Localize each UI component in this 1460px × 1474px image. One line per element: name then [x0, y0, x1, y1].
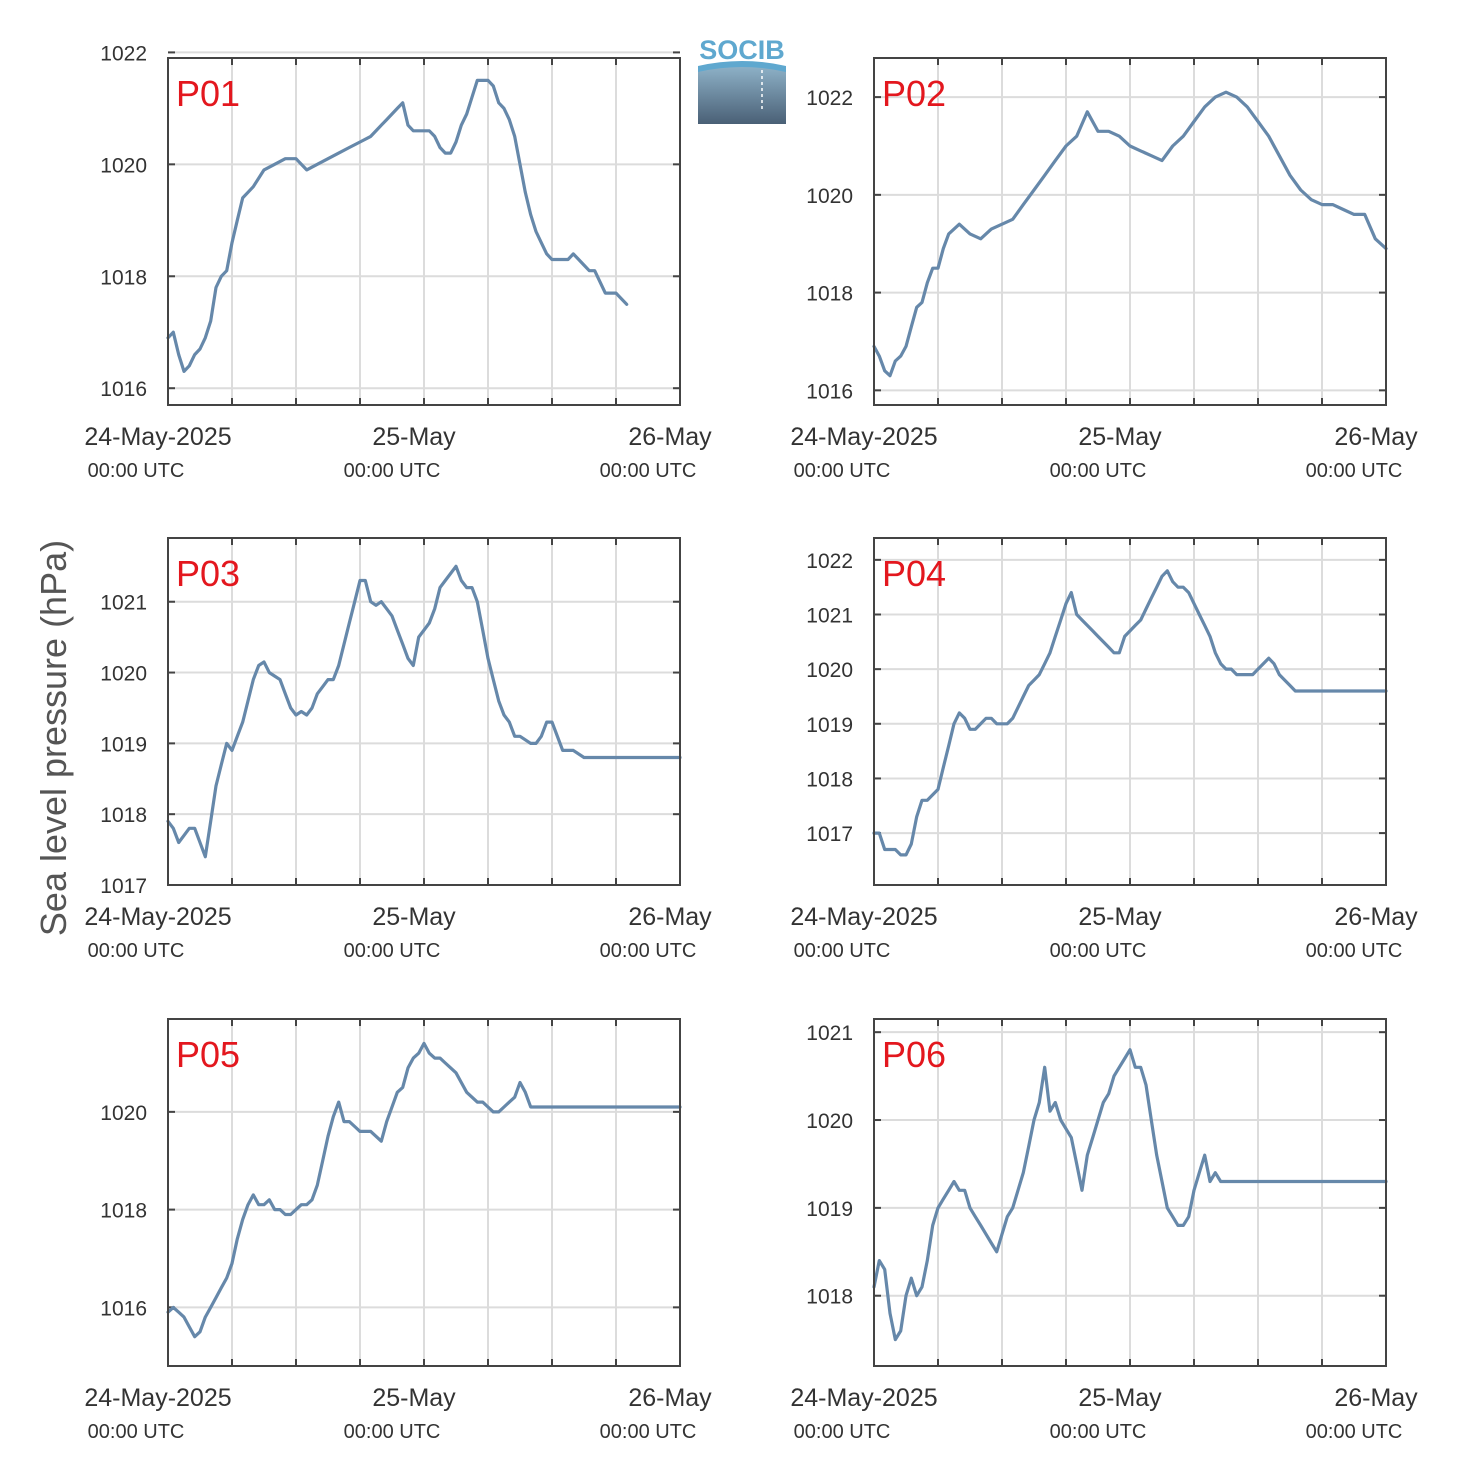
x-tick-label: 26-May	[1334, 1384, 1418, 1412]
series-line-p03	[166, 564, 682, 859]
y-tick-label: 1016	[100, 378, 147, 401]
x-tick-sublabel: 00:00 UTC	[344, 1421, 441, 1443]
panel-p05: 1016 1018 1020 24-May-2025 00:00 UTC 25-May 00…	[84, 1018, 712, 1443]
y-tick-label: 1018	[100, 1200, 147, 1223]
x-tick-sublabel: 00:00 UTC	[1306, 1421, 1403, 1443]
y-tick-label: 1021	[806, 605, 853, 628]
plot-frame	[873, 537, 1387, 886]
y-tick-label: 1020	[806, 659, 853, 682]
y-tick-label: 1018	[100, 266, 147, 289]
y-tick-label: 1021	[100, 592, 147, 615]
panel-p06: 1018 1019 1020 1021 24-May-2025 00:00 UTC 25-M…	[790, 1018, 1418, 1443]
y-tick-label: 1022	[100, 42, 147, 65]
panel-p04: 1017 1018 1019 1020 1021 1022 24-May-2025 00:00…	[790, 537, 1418, 962]
y-tick-label: 1016	[100, 1297, 147, 1320]
y-tick-label: 1019	[806, 1198, 853, 1221]
x-tick-label: 26-May	[1334, 903, 1418, 931]
x-tick-label: 26-May	[1334, 423, 1418, 451]
y-tick-label: 1020	[100, 154, 147, 177]
x-tick-label: 26-May	[628, 1384, 712, 1412]
x-tick-label: 24-May-2025	[84, 423, 231, 451]
y-tick-label: 1020	[100, 1102, 147, 1125]
x-tick-label: 25-May	[1078, 1384, 1162, 1412]
x-tick-sublabel: 00:00 UTC	[1306, 940, 1403, 962]
x-tick-label: 26-May	[628, 903, 712, 931]
x-tick-sublabel: 00:00 UTC	[600, 940, 697, 962]
y-tick-label: 1019	[806, 714, 853, 737]
series-line-p04	[872, 569, 1388, 857]
y-tick-label: 1022	[806, 550, 853, 573]
x-tick-sublabel: 00:00 UTC	[794, 940, 891, 962]
panel-label: P05	[176, 1034, 240, 1075]
y-tick-label: 1022	[806, 87, 853, 110]
x-tick-label: 25-May	[372, 1384, 456, 1412]
y-tick-label: 1021	[806, 1022, 853, 1045]
panel-label: P01	[176, 73, 240, 114]
series-line-p06	[872, 1048, 1388, 1342]
y-tick-label: 1018	[806, 768, 853, 791]
series-line-p01	[166, 78, 629, 373]
logo-text: SOCIB	[699, 35, 785, 65]
y-tick-label: 1017	[100, 875, 147, 898]
y-axis-label: Sea level pressure (hPa)	[33, 540, 74, 936]
x-tick-label: 25-May	[1078, 423, 1162, 451]
y-tick-label: 1020	[806, 185, 853, 208]
x-tick-sublabel: 00:00 UTC	[344, 940, 441, 962]
plot-frame	[873, 1018, 1387, 1367]
x-tick-label: 25-May	[372, 903, 456, 931]
panel-label: P06	[882, 1034, 946, 1075]
panel-label: P03	[176, 553, 240, 594]
panel-p02: 1016 1018 1020 1022 24-May-2025 00:00 UTC 25-M…	[790, 57, 1418, 482]
x-tick-sublabel: 00:00 UTC	[794, 1421, 891, 1443]
x-tick-label: 26-May	[628, 423, 712, 451]
y-tick-label: 1018	[806, 1286, 853, 1309]
x-tick-sublabel: 00:00 UTC	[600, 460, 697, 482]
socib-logo: SOCIB	[698, 35, 786, 124]
plot-frame	[167, 57, 681, 406]
series-line-p05	[166, 1041, 682, 1339]
y-tick-label: 1017	[806, 823, 853, 846]
panel-label: P02	[882, 73, 946, 114]
y-tick-label: 1018	[100, 804, 147, 827]
x-tick-sublabel: 00:00 UTC	[1050, 460, 1147, 482]
x-tick-sublabel: 00:00 UTC	[88, 460, 185, 482]
x-tick-label: 24-May-2025	[790, 423, 937, 451]
x-tick-sublabel: 00:00 UTC	[600, 1421, 697, 1443]
x-tick-label: 24-May-2025	[790, 903, 937, 931]
x-tick-label: 25-May	[372, 423, 456, 451]
plot-frame	[167, 537, 681, 886]
x-tick-label: 24-May-2025	[790, 1384, 937, 1412]
plot-frame	[873, 57, 1387, 406]
y-tick-label: 1016	[806, 380, 853, 403]
plot-frame	[167, 1018, 681, 1367]
x-tick-sublabel: 00:00 UTC	[344, 460, 441, 482]
panel-p01: 1016 1018 1020 1022 24-May-2025 00:00 UTC 25-M…	[84, 42, 712, 482]
y-tick-label: 1019	[100, 733, 147, 756]
y-tick-label: 1018	[806, 283, 853, 306]
panel-label: P04	[882, 553, 946, 594]
x-tick-sublabel: 00:00 UTC	[1050, 1421, 1147, 1443]
x-tick-label: 24-May-2025	[84, 903, 231, 931]
panel-p03: 1017 1018 1019 1020 1021 24-May-2025 00:00 UTC…	[84, 537, 712, 962]
series-line-p02	[872, 90, 1388, 378]
x-tick-sublabel: 00:00 UTC	[794, 460, 891, 482]
x-tick-label: 25-May	[1078, 903, 1162, 931]
y-tick-label: 1020	[806, 1110, 853, 1133]
x-tick-sublabel: 00:00 UTC	[88, 1421, 185, 1443]
x-tick-sublabel: 00:00 UTC	[88, 940, 185, 962]
x-tick-label: 24-May-2025	[84, 1384, 231, 1412]
x-tick-sublabel: 00:00 UTC	[1306, 460, 1403, 482]
y-tick-label: 1020	[100, 663, 147, 686]
x-tick-sublabel: 00:00 UTC	[1050, 940, 1147, 962]
